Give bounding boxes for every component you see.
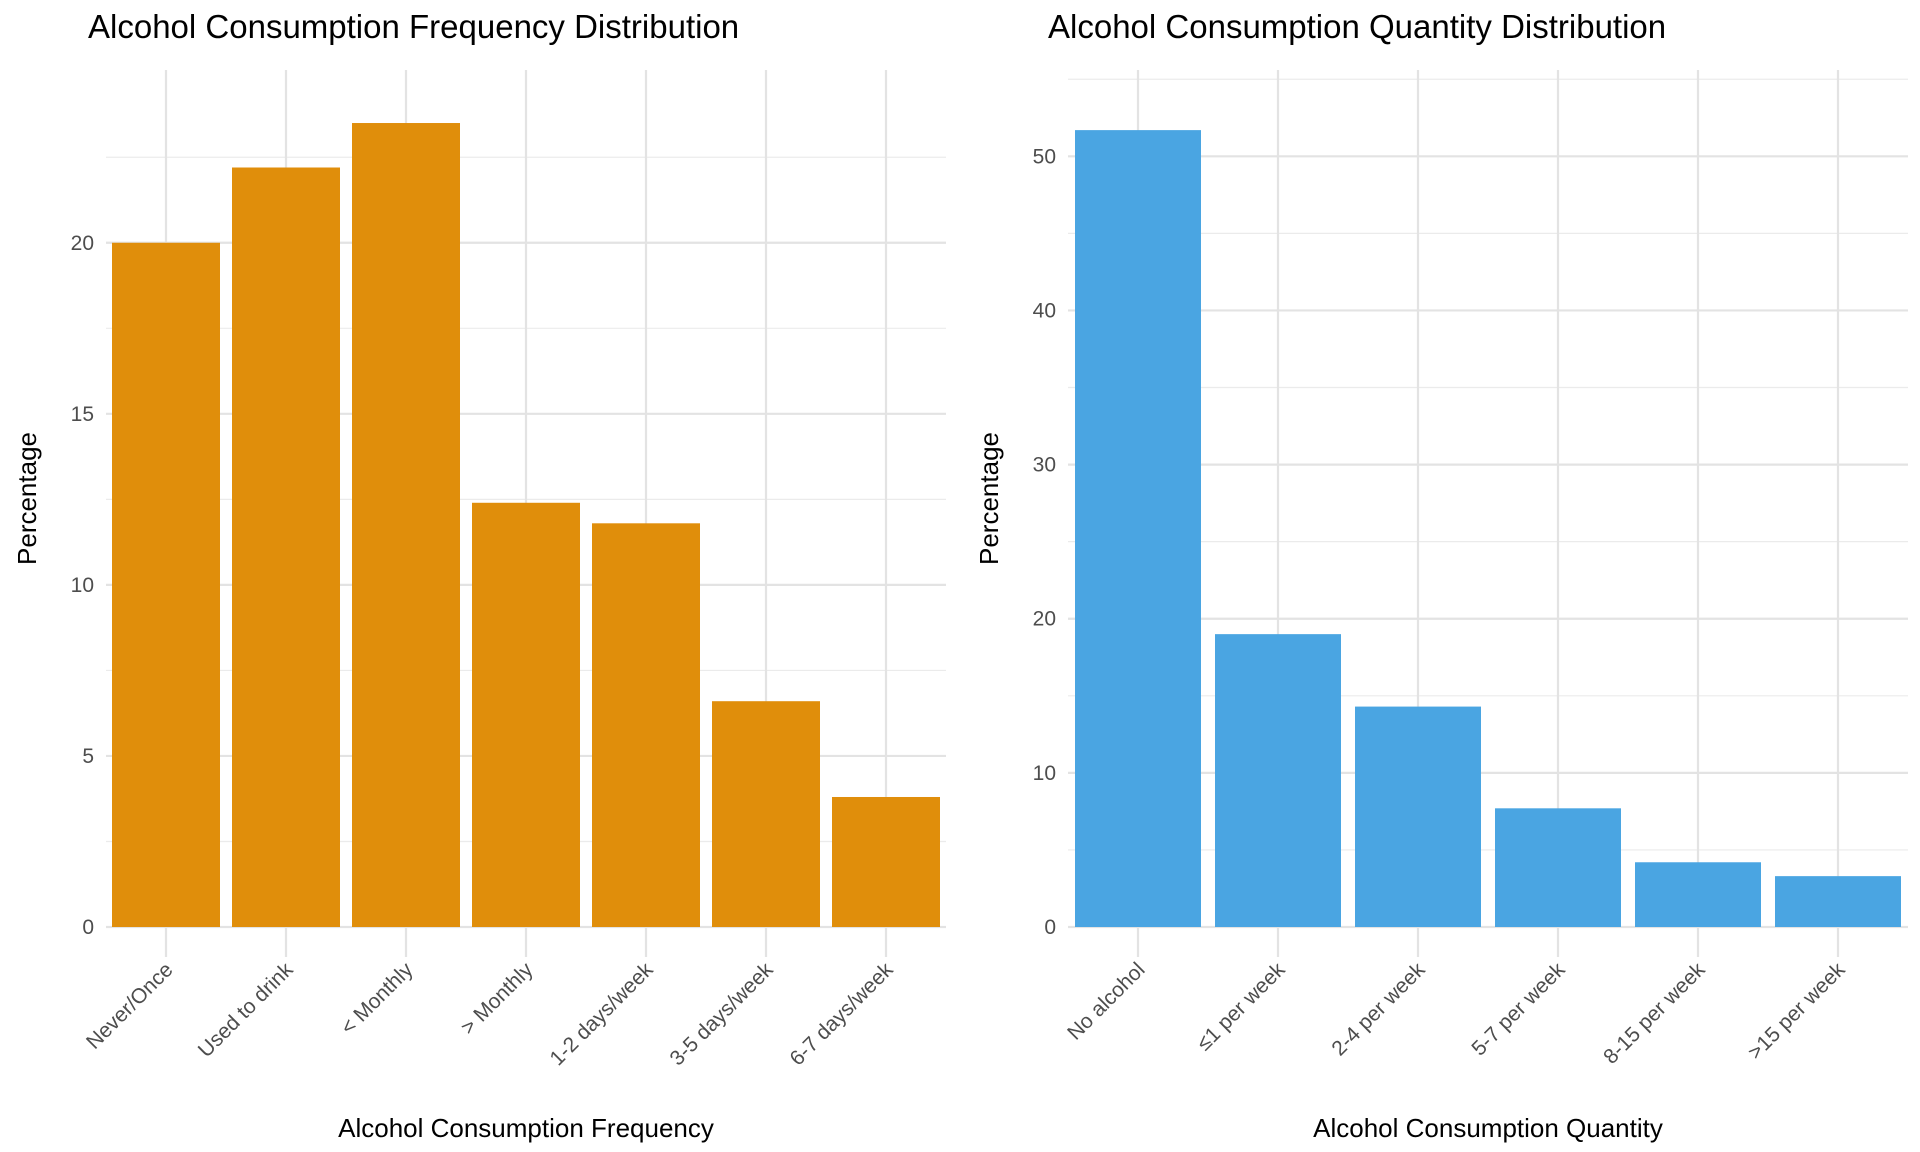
bar-frequency-4: [472, 502, 580, 927]
y-tick-label: 10: [71, 574, 94, 597]
x-tick-label: > Monthly: [456, 958, 537, 1039]
x-tick-label: 8-15 per week: [1599, 958, 1710, 1069]
quantity-chart-panel: 0 10 20 30 40 50 No alcohol ≤1 per week 2-4 per …: [974, 8, 1908, 1143]
bar-quantity-3: [1355, 706, 1481, 927]
bar-quantity-6: [1775, 876, 1901, 927]
y-axis-title: Percentage: [12, 432, 42, 565]
y-tick-label: 30: [1033, 454, 1056, 477]
x-tick-label: < Monthly: [336, 958, 417, 1039]
x-tick-label: ≤1 per week: [1192, 958, 1289, 1055]
x-tick-label: 5-7 per week: [1467, 958, 1569, 1060]
bar-frequency-2: [232, 167, 340, 927]
y-tick-label: 20: [1033, 608, 1056, 631]
y-axis-title: Percentage: [974, 432, 1004, 565]
bar-frequency-1: [112, 242, 220, 928]
x-axis-title: Alcohol Consumption Quantity: [1313, 1113, 1663, 1143]
x-tick-label: >15 per week: [1744, 958, 1850, 1064]
x-tick-label: 1-2 days/week: [546, 958, 658, 1070]
bar-quantity-1: [1075, 130, 1201, 928]
bar-quantity-4: [1495, 808, 1621, 927]
x-tick-label: 2-4 per week: [1327, 958, 1429, 1060]
bar-quantity-5: [1635, 862, 1761, 927]
x-tick-label: 3-5 days/week: [666, 958, 778, 1070]
x-tick-label: Used to drink: [194, 958, 298, 1062]
bar-frequency-6: [712, 701, 820, 927]
chart-title: Alcohol Consumption Quantity Distributio…: [1048, 8, 1666, 45]
y-tick-label: 10: [1033, 762, 1056, 785]
bar-frequency-3: [352, 123, 460, 927]
frequency-chart-panel: 0 5 10 15 20 Never/Once Used to drink < Monthly…: [12, 8, 946, 1143]
y-tick-label: 5: [82, 745, 94, 768]
bar-frequency-7: [832, 796, 940, 927]
y-tick-label: 40: [1033, 299, 1056, 322]
bar-frequency-5: [592, 523, 700, 927]
chart-title: Alcohol Consumption Frequency Distributi…: [88, 8, 739, 45]
x-tick-label: Never/Once: [82, 958, 177, 1053]
y-tick-label: 20: [71, 232, 94, 255]
x-tick-label: 6-7 days/week: [786, 958, 898, 1070]
x-tick-label: No alcohol: [1063, 958, 1149, 1044]
x-axis-title: Alcohol Consumption Frequency: [338, 1113, 714, 1143]
y-tick-label: 15: [71, 403, 94, 426]
y-tick-label: 0: [1044, 916, 1056, 939]
y-tick-label: 50: [1033, 145, 1056, 168]
y-tick-label: 0: [82, 916, 94, 939]
bar-quantity-2: [1215, 634, 1341, 927]
